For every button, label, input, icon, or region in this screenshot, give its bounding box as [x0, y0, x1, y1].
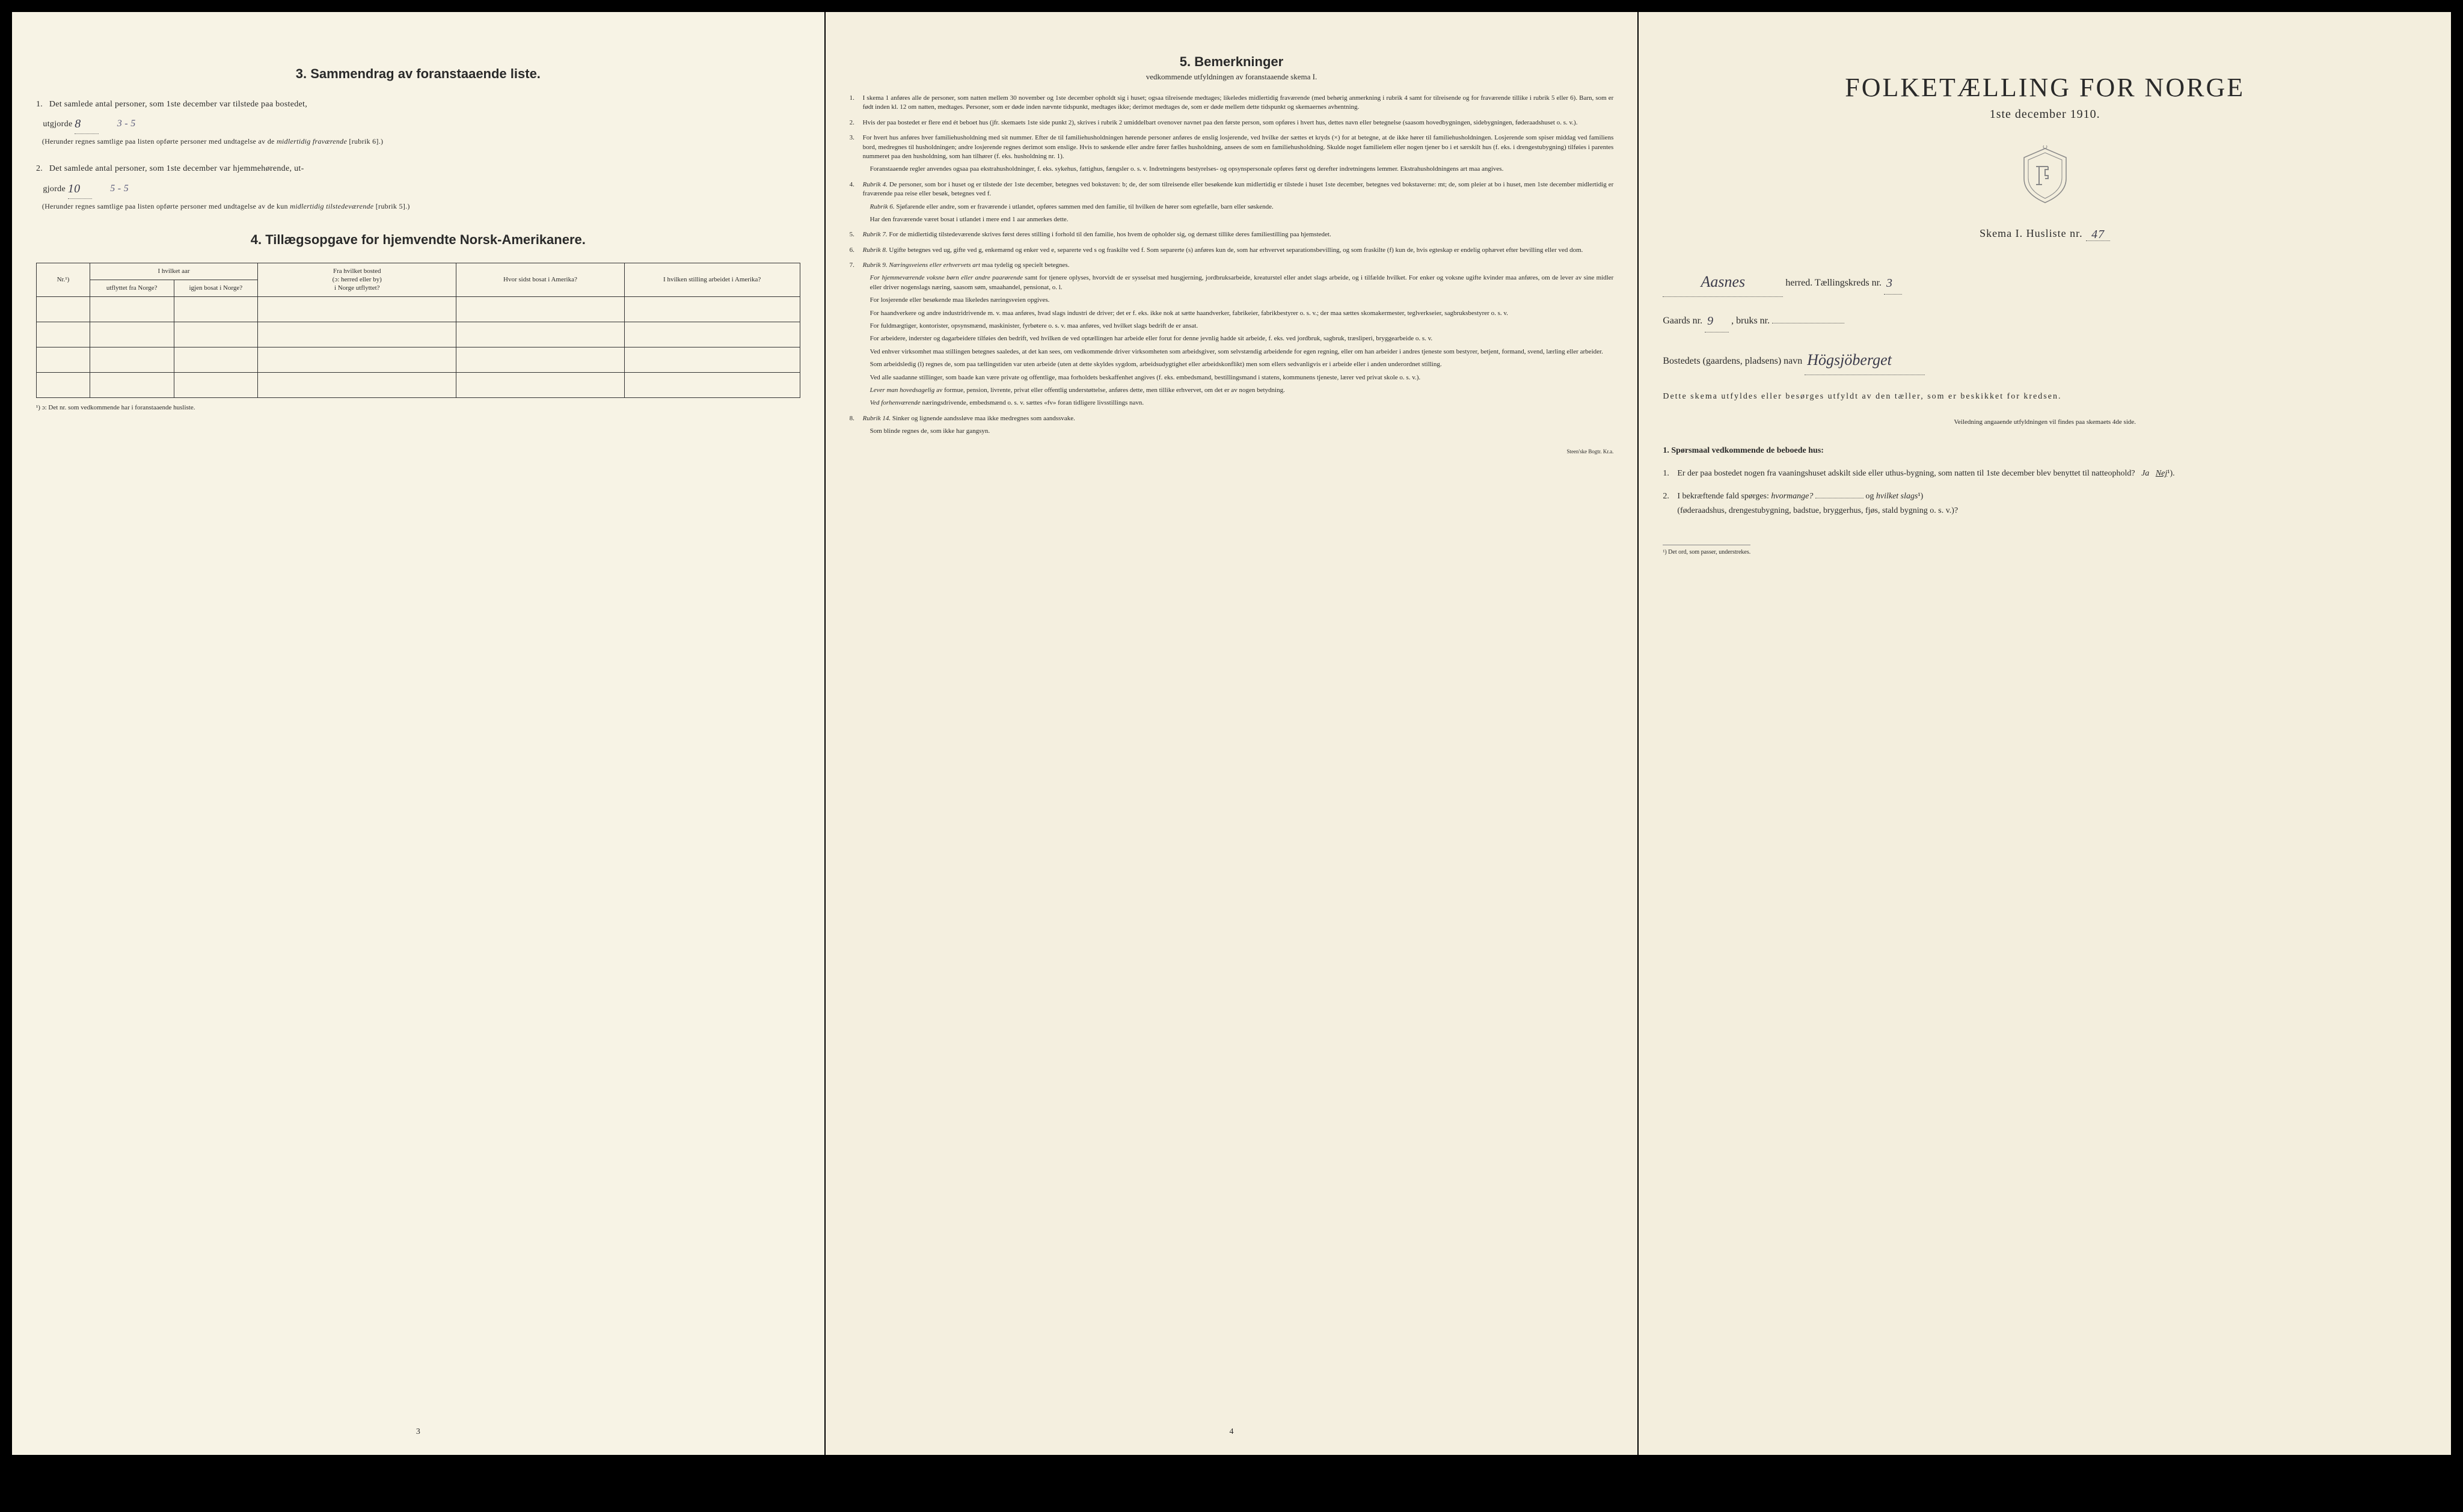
section-5-subtitle: vedkommende utfyldningen av foranstaaend… [850, 72, 1614, 82]
section-5-title: 5. Bemerkninger [850, 54, 1614, 70]
col-year-returned: igjen bosat i Norge? [174, 280, 258, 296]
col-america-job: I hvilken stilling arbeidet i Amerika? [624, 263, 800, 296]
instruction-text: Dette skema utfyldes eller besørges utfy… [1663, 390, 2427, 403]
census-document: 3. Sammendrag av foranstaaende liste. 1.… [12, 12, 2451, 1455]
section-4-title: 4. Tillægsopgave for hjemvendte Norsk-Am… [36, 232, 800, 248]
remark-1: 1. I skema 1 anføres alle de personer, s… [850, 94, 1614, 112]
norwegian-americans-table: Nr.¹) I hvilket aar Fra hvilket bosted (… [36, 263, 800, 398]
page-number-4: 4 [1230, 1427, 1234, 1437]
remark-3: 3. For hvert hus anføres hver familiehus… [850, 133, 1614, 174]
page-front: FOLKETÆLLING FOR NORGE 1ste december 191… [1639, 12, 2451, 1455]
national-seal-icon [1663, 145, 2427, 209]
remark-6: 6. Rubrik 8. Ugifte betegnes ved ug, gif… [850, 246, 1614, 255]
col-from-place: Fra hvilket bosted (ɔ: herred eller by) … [258, 263, 456, 296]
aside-count-2: 5 - 5 [110, 183, 129, 194]
table-row [37, 322, 800, 347]
bosted-line: Bostedets (gaardens, pladsens) navn Högs… [1663, 343, 2427, 375]
husliste-nr-field: 47 [2086, 227, 2110, 241]
herred-name-field: Aasnes [1663, 265, 1783, 297]
census-title: FOLKETÆLLING FOR NORGE [1663, 72, 2427, 103]
question-2: 2. I bekræftende fald spørges: hvormange… [1663, 489, 2427, 518]
col-america-place: Hvor sidst bosat i Amerika? [456, 263, 624, 296]
printer-note: Steen'ske Bogtr. Kr.a. [850, 448, 1614, 455]
table-row [37, 347, 800, 372]
small-instruction: Veiledning angaaende utfyldningen vil fi… [1663, 418, 2427, 426]
summary-item-1: 1. Det samlede antal personer, som 1ste … [36, 97, 800, 149]
page-number-3: 3 [416, 1427, 420, 1437]
questions-header: 1. Spørsmaal vedkommende de beboede hus: [1663, 444, 2427, 458]
table-row [37, 372, 800, 397]
remark-4: 4. Rubrik 4. De personer, som bor i huse… [850, 180, 1614, 225]
gaards-line: Gaards nr. 9 , bruks nr. [1663, 308, 2427, 332]
aside-count-1: 3 - 5 [117, 118, 136, 129]
table-footnote: ¹) ɔ: Det nr. som vedkommende har i fora… [36, 404, 800, 411]
summary-item-2: 2. Det samlede antal personer, som 1ste … [36, 161, 800, 213]
remark-2: 2. Hvis der paa bostedet er flere end ét… [850, 118, 1614, 127]
col-year-emigrated: utflyttet fra Norge? [90, 280, 174, 296]
questions-block: 1. Spørsmaal vedkommende de beboede hus:… [1663, 444, 2427, 518]
page-3: 3. Sammendrag av foranstaaende liste. 1.… [12, 12, 824, 1455]
herred-line: Aasnes herred. Tællingskreds nr. 3 [1663, 265, 2427, 297]
footnote-right: ¹) Det ord, som passer, understrekes. [1663, 545, 1750, 556]
skema-line: Skema I. Husliste nr. 47 [1663, 227, 2427, 241]
bosted-name-field: Högsjöberget [1805, 343, 1925, 375]
census-date: 1ste december 1910. [1663, 108, 2427, 121]
gaards-nr-field: 9 [1705, 308, 1729, 332]
remark-8: 8. Rubrik 14. Sinker og lignende aandssl… [850, 414, 1614, 436]
total-residing-field: 10 [68, 177, 92, 199]
answer-ja: Ja [2141, 469, 2149, 478]
col-year-header: I hvilket aar [90, 263, 257, 280]
remark-5: 5. Rubrik 7. For de midlertidig tilstede… [850, 230, 1614, 239]
section-3-title: 3. Sammendrag av foranstaaende liste. [36, 66, 800, 82]
section-4: 4. Tillægsopgave for hjemvendte Norsk-Am… [36, 232, 800, 411]
table-row [37, 296, 800, 322]
kreds-nr-field: 3 [1884, 270, 1902, 295]
question-1: 1. Er der paa bostedet nogen fra vaaning… [1663, 467, 2427, 481]
answer-nej: Nej [2156, 469, 2167, 478]
page-4: 5. Bemerkninger vedkommende utfyldningen… [826, 12, 1638, 1455]
remark-7: 7. Rubrik 9. Næringsveiens eller erhverv… [850, 261, 1614, 408]
remarks-list: 1. I skema 1 anføres alle de personer, s… [850, 94, 1614, 436]
col-nr: Nr.¹) [37, 263, 90, 296]
total-present-field: 8 [75, 112, 99, 134]
